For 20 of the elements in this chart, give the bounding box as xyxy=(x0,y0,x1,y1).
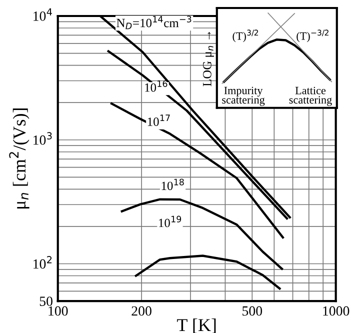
annotation: N$_{D}$=10$^{14}$cm$^{−3}$ xyxy=(116,16,192,30)
annotation: Lattice scattering xyxy=(289,86,332,106)
annotation: 10$^{17}$ xyxy=(148,114,170,126)
x-tick-label: 500 xyxy=(242,306,262,316)
annotation: (T)$^{−3/2}$ xyxy=(296,30,328,42)
y-tick-label: 10$^{3}$ xyxy=(34,132,52,145)
y-tick-label: 50 xyxy=(40,296,52,306)
annotation: 10$^{19}$ xyxy=(159,216,182,228)
x-tick-label: 200 xyxy=(132,306,152,316)
y-tick-label: 10$^{4}$ xyxy=(34,8,52,21)
x-tick-label: 1000 xyxy=(323,306,350,316)
x-axis-title: T [K] xyxy=(177,318,216,333)
x-tick-label: 100 xyxy=(48,306,68,316)
y-axis-title: LOG μ$_{n}$ → xyxy=(203,32,214,86)
y-tick-label: 10$^{2}$ xyxy=(34,256,52,269)
annotation: (T)$^{3/2}$ xyxy=(232,30,258,42)
y-axis-title: μ$_{n}$ [cm$^{2}$/(Vs)] xyxy=(9,108,30,208)
annotation: 10$^{18}$ xyxy=(162,178,184,190)
annotation: 10$^{16}$ xyxy=(145,80,168,92)
annotation: Impurity scattering xyxy=(222,86,265,106)
